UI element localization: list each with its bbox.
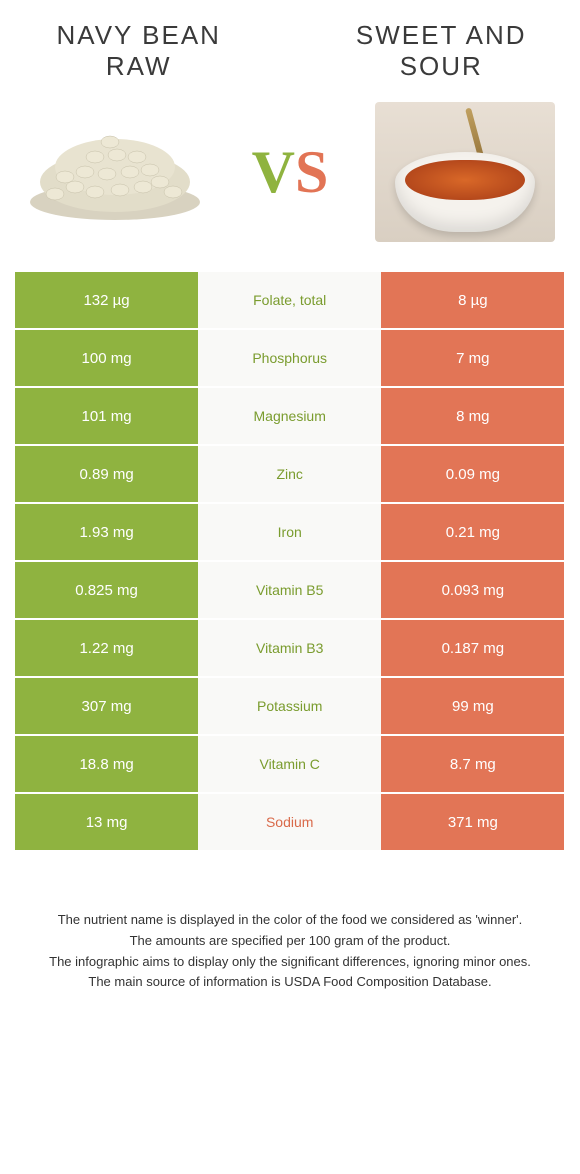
nutrient-label-cell: Phosphorus [198,330,381,386]
table-row: 18.8 mgVitamin C8.7 mg [15,736,565,792]
right-value-cell: 0.21 mg [381,504,564,560]
right-value-cell: 0.187 mg [381,620,564,676]
nutrient-label-cell: Sodium [198,794,381,850]
navy-bean-image [25,102,205,242]
right-title: SWEET AND SOUR [318,20,566,82]
table-row: 1.93 mgIron0.21 mg [15,504,565,560]
bowl-icon [395,152,535,232]
left-value-cell: 132 µg [15,272,198,328]
vs-s: S [295,139,328,205]
titles-row: NAVY BEAN RAW SWEET AND SOUR [15,20,565,82]
nutrient-label-cell: Iron [198,504,381,560]
right-value-cell: 99 mg [381,678,564,734]
right-value-cell: 8 µg [381,272,564,328]
right-value-cell: 8.7 mg [381,736,564,792]
table-row: 132 µgFolate, total8 µg [15,272,565,328]
right-title-line2: SOUR [400,51,483,81]
nutrient-label-cell: Magnesium [198,388,381,444]
nutrient-label-cell: Vitamin C [198,736,381,792]
nutrient-label-cell: Folate, total [198,272,381,328]
right-value-cell: 0.09 mg [381,446,564,502]
right-title-line1: SWEET AND [356,20,527,50]
footer-line2: The amounts are specified per 100 gram o… [25,931,555,952]
vs-label: VS [252,138,329,207]
footer-line4: The main source of information is USDA F… [25,972,555,993]
table-row: 1.22 mgVitamin B30.187 mg [15,620,565,676]
left-value-cell: 1.93 mg [15,504,198,560]
nutrient-label-cell: Zinc [198,446,381,502]
table-row: 13 mgSodium371 mg [15,794,565,850]
footer-line3: The infographic aims to display only the… [25,952,555,973]
table-row: 100 mgPhosphorus7 mg [15,330,565,386]
images-row: VS [15,102,565,242]
left-value-cell: 13 mg [15,794,198,850]
right-value-cell: 8 mg [381,388,564,444]
right-value-cell: 371 mg [381,794,564,850]
sauce-icon [405,160,525,200]
left-value-cell: 18.8 mg [15,736,198,792]
left-value-cell: 307 mg [15,678,198,734]
sweet-sour-image [375,102,555,242]
nutrient-table: 132 µgFolate, total8 µg100 mgPhosphorus7… [15,272,565,850]
right-value-cell: 7 mg [381,330,564,386]
left-title-line2: RAW [106,51,172,81]
left-value-cell: 1.22 mg [15,620,198,676]
table-row: 0.825 mgVitamin B50.093 mg [15,562,565,618]
nutrient-label-cell: Potassium [198,678,381,734]
table-row: 0.89 mgZinc0.09 mg [15,446,565,502]
infographic-container: NAVY BEAN RAW SWEET AND SOUR [0,0,580,1013]
beans-icon [25,122,205,222]
table-row: 307 mgPotassium99 mg [15,678,565,734]
footer-line1: The nutrient name is displayed in the co… [25,910,555,931]
left-value-cell: 0.89 mg [15,446,198,502]
left-title: NAVY BEAN RAW [15,20,263,82]
left-title-line1: NAVY BEAN [57,20,221,50]
footer-notes: The nutrient name is displayed in the co… [15,910,565,993]
vs-v: V [252,139,295,205]
nutrient-label-cell: Vitamin B3 [198,620,381,676]
left-value-cell: 100 mg [15,330,198,386]
nutrient-label-cell: Vitamin B5 [198,562,381,618]
left-value-cell: 101 mg [15,388,198,444]
left-value-cell: 0.825 mg [15,562,198,618]
right-value-cell: 0.093 mg [381,562,564,618]
table-row: 101 mgMagnesium8 mg [15,388,565,444]
